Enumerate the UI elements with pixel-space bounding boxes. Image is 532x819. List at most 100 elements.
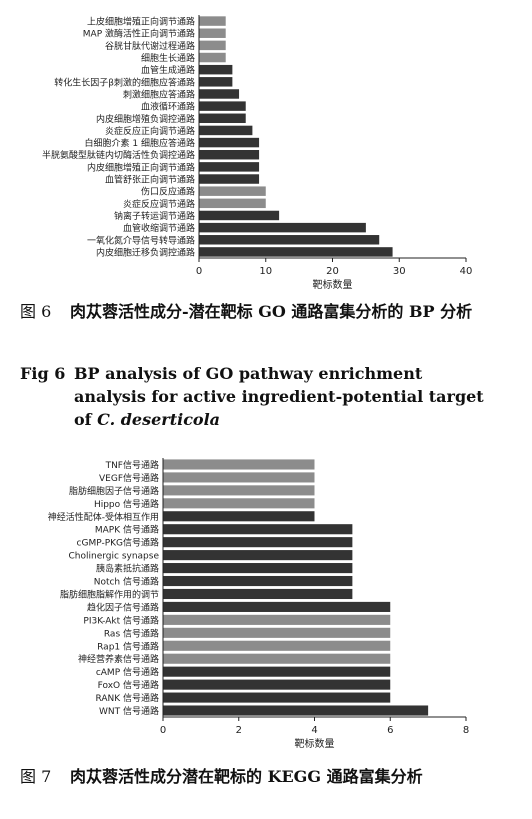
go-bp-x-axis-label: 靶标数量 (313, 278, 353, 291)
kegg-category-label: RANK 信号通路 (95, 692, 159, 704)
kegg-x-tick-label: 2 (236, 725, 242, 736)
kegg-category-label: MAPK 信号通路 (95, 524, 159, 536)
kegg-category-label: Ras 信号通路 (104, 627, 159, 639)
figure-7-title: 肉苁蓉活性成分潜在靶标的 KEGG 通路富集分析 (70, 767, 423, 786)
kegg-x-tick-label: 6 (387, 725, 393, 736)
figure-6-english-caption: Fig 6 BP analysis of GO pathway enrichmen… (20, 362, 520, 431)
kegg-bar (163, 511, 315, 522)
kegg-bar (163, 588, 353, 600)
go-bp-bar (199, 186, 266, 196)
kegg-bar (163, 679, 391, 690)
kegg-category-label: WNT 信号通路 (99, 705, 159, 717)
kegg-bar (163, 653, 391, 664)
kegg-category-label: TNF信号通路 (105, 459, 159, 471)
go-bp-x-tick-label: 30 (393, 266, 406, 277)
kegg-bar (163, 692, 391, 703)
kegg-category-label: cGMP-PKG信号通路 (77, 537, 159, 549)
go-bp-x-tick-label: 20 (326, 266, 339, 277)
go-bp-bar (199, 125, 253, 136)
go-bp-category-label: 内皮细胞增殖正向调节通路 (87, 161, 195, 173)
kegg-bar (163, 563, 353, 574)
kegg-category-label: Cholinergic synapse (69, 552, 160, 562)
go-bp-category-label: 内皮细胞迁移负调控通路 (96, 246, 195, 258)
go-bp-bar (199, 77, 233, 87)
figure-7-caption: 图 7 肉苁蓉活性成分潜在靶标的 KEGG 通路富集分析 (20, 765, 520, 788)
go-bp-bar (199, 28, 226, 38)
kegg-x-tick-label: 8 (463, 725, 469, 736)
kegg-category-label: Hippo 信号通路 (94, 498, 159, 510)
kegg-bar (163, 640, 391, 651)
kegg-category-label: cAMP 信号通路 (96, 666, 159, 678)
go-bp-bar (199, 113, 246, 124)
go-bp-bar (199, 198, 266, 209)
go-bp-bar (199, 247, 393, 257)
go-bp-bar (199, 174, 260, 184)
kegg-category-label: 趋化因子信号通路 (87, 601, 159, 613)
go-bp-category-label: 血管收缩调节通路 (123, 222, 195, 234)
go-bp-bar (199, 89, 240, 99)
go-bp-category-label: 转化生长因子β刺激的细胞应答通路 (54, 76, 195, 88)
go-bp-bar (199, 149, 260, 160)
go-bp-category-label: 钠离子转运调节通路 (114, 210, 195, 222)
kegg-category-label: Notch 信号通路 (94, 576, 159, 588)
figure-6-number: 图 6 (20, 302, 52, 321)
go-bp-x-tick-label: 10 (259, 266, 272, 277)
go-bp-bar (199, 210, 280, 221)
go-bp-bar (199, 162, 260, 172)
figure-6-english-number: Fig 6 (20, 364, 66, 383)
go-bp-category-label: 炎症反应正向调节通路 (105, 125, 195, 137)
kegg-bar (163, 627, 391, 638)
go-bp-bar (199, 16, 226, 26)
go-bp-category-label: 血液循环通路 (141, 101, 195, 113)
kegg-category-label: 胰岛素抵抗通路 (96, 563, 159, 575)
figure-6-english-title: BP analysis of GO pathway enrichment ana… (74, 364, 484, 429)
go-bp-category-label: 半胱氨酸型肽链内切酶活性负调控通路 (42, 149, 195, 161)
go-bp-bar (199, 137, 260, 148)
go-bp-category-label: MAP 激酶活性正向调节通路 (83, 28, 195, 40)
go-bp-x-tick-label: 40 (460, 266, 473, 277)
go-bp-category-label: 血管生成通路 (141, 64, 195, 76)
kegg-bar (163, 666, 391, 677)
go-bp-bar (199, 40, 226, 51)
kegg-bar (163, 550, 353, 561)
figure-6-caption: 图 6 肉苁蓉活性成分-潜在靶标 GO 通路富集分析的 BP 分析 (20, 300, 520, 323)
kegg-x-tick-label: 4 (311, 725, 317, 736)
go-bp-category-label: 内皮细胞增殖负调控通路 (96, 113, 195, 125)
go-bp-category-label: 谷胱甘肽代谢过程通路 (105, 40, 195, 52)
kegg-x-tick-label: 0 (160, 725, 166, 736)
go-bp-bar (199, 101, 246, 111)
go-bp-category-label: 刺激细胞应答通路 (123, 88, 195, 100)
kegg-category-label: 脂肪细胞因子信号通路 (69, 485, 159, 497)
kegg-bar (163, 614, 391, 625)
go-bp-category-label: 细胞生长通路 (141, 52, 195, 64)
kegg-bar (163, 524, 353, 535)
kegg-category-label: Rap1 信号通路 (97, 640, 159, 652)
kegg-bar (163, 472, 315, 483)
figure-7-number: 图 7 (20, 767, 52, 786)
go-bp-category-label: 伤口反应通路 (141, 186, 195, 198)
go-bp-bar (199, 64, 233, 75)
kegg-bar (163, 459, 315, 470)
kegg-category-label: PI3K-Akt 信号通路 (83, 614, 159, 626)
figure-6-species: C. deserticola (97, 410, 221, 429)
go-bp-category-label: 炎症反应调节通路 (123, 198, 195, 210)
kegg-bar (163, 575, 353, 587)
kegg-bar (163, 498, 315, 509)
kegg-category-label: 神经营养素信号通路 (78, 653, 159, 665)
go-bp-x-tick-label: 0 (196, 266, 202, 277)
go-bp-category-label: 上皮细胞增殖正向调节通路 (87, 16, 195, 28)
kegg-category-label: 神经活性配体-受体相互作用 (48, 511, 159, 523)
kegg-category-label: FoxO 信号通路 (98, 679, 159, 691)
kegg-bar (163, 537, 353, 548)
kegg-bar (163, 485, 315, 496)
figure-6-title: 肉苁蓉活性成分-潜在靶标 GO 通路富集分析的 BP 分析 (70, 302, 473, 321)
kegg-category-label: VEGF信号通路 (99, 472, 159, 484)
go-bp-category-label: 白细胞介素 1 细胞应答通路 (85, 137, 195, 149)
go-bp-category-label: 一氧化氮介导信号转导通路 (87, 234, 195, 246)
go-bp-bar (199, 235, 380, 245)
kegg-bar (163, 705, 429, 716)
go-bp-category-label: 血管舒张正向调节通路 (105, 174, 195, 186)
kegg-category-label: 脂肪细胞脂解作用的调节 (60, 588, 159, 600)
